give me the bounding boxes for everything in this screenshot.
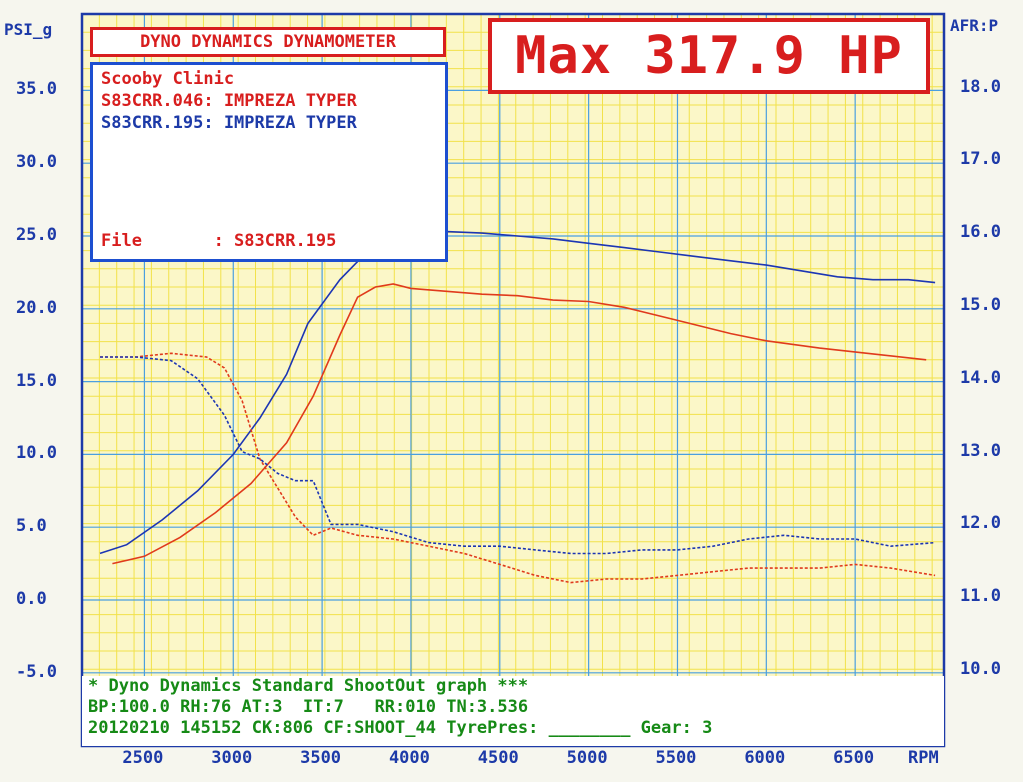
run-info-box: Scooby Clinic S83CRR.046: IMPREZA TYPER …: [90, 62, 448, 262]
x-tick-label: 4000: [388, 748, 430, 768]
footer-line-1: * Dyno Dynamics Standard ShootOut graph …: [88, 676, 529, 696]
y-axis-label-right: AFR:P: [950, 16, 999, 35]
x-tick-label: 3500: [300, 748, 342, 768]
y-tick-label-right: 18.0: [960, 76, 1001, 97]
y-tick-label-right: 13.0: [960, 440, 1001, 461]
y-tick-label-left: 15.0: [16, 370, 57, 391]
series-line-1: [99, 230, 936, 555]
run2-label: S83CRR.195: IMPREZA TYPER: [101, 113, 357, 133]
y-tick-label-right: 17.0: [960, 149, 1001, 170]
y-tick-label-right: 11.0: [960, 586, 1001, 607]
max-hp-label: Max 317.9 HP: [488, 18, 930, 94]
series-line-2: [100, 352, 936, 584]
x-tick-label: 4500: [477, 748, 519, 768]
run1-label: S83CRR.046: IMPREZA TYPER: [101, 91, 357, 111]
x-tick-label: 6500: [833, 748, 875, 768]
x-tick-label: 2500: [122, 748, 164, 768]
y-tick-label-right: 15.0: [960, 295, 1001, 315]
file-label: File : S83CRR.195: [101, 231, 337, 251]
y-tick-label-right: 10.0: [960, 659, 1001, 679]
x-tick-label: 6000: [744, 748, 786, 768]
x-axis-label: RPM: [908, 748, 939, 768]
y-tick-label-right: 16.0: [960, 222, 1001, 243]
y-tick-label-left: 35.0: [16, 79, 57, 100]
x-tick-label: 5500: [655, 748, 697, 768]
footer-line-3: 20120210 145152 CK:806 CF:SHOOT_44 TyreP…: [88, 718, 713, 738]
dyno-title-box: DYNO DYNAMICS DYNAMOMETER: [90, 27, 446, 57]
shop-name: Scooby Clinic: [101, 69, 235, 89]
y-tick-label-left: 0.0: [16, 589, 47, 609]
x-tick-label: 3000: [211, 748, 253, 768]
run-parameters-footer: * Dyno Dynamics Standard ShootOut graph …: [82, 676, 944, 746]
y-tick-label-left: 20.0: [16, 297, 57, 318]
y-tick-label-left: 10.0: [16, 443, 57, 464]
y-axis-label-left: PSI_g: [4, 20, 53, 39]
plot-frame: [80, 12, 946, 748]
y-tick-label-left: 30.0: [16, 152, 57, 173]
y-tick-label-left: 25.0: [16, 225, 57, 245]
series-line-0: [112, 283, 927, 565]
x-tick-label: 5000: [566, 748, 608, 768]
y-tick-label-left: 5.0: [16, 516, 47, 537]
y-tick-label-left: -5.0: [16, 661, 57, 682]
y-tick-label-right: 14.0: [960, 367, 1001, 388]
y-tick-label-right: 12.0: [960, 513, 1001, 534]
footer-line-2: BP:100.0 RH:76 AT:3 IT:7 RR:010 TN:3.536: [88, 697, 529, 717]
